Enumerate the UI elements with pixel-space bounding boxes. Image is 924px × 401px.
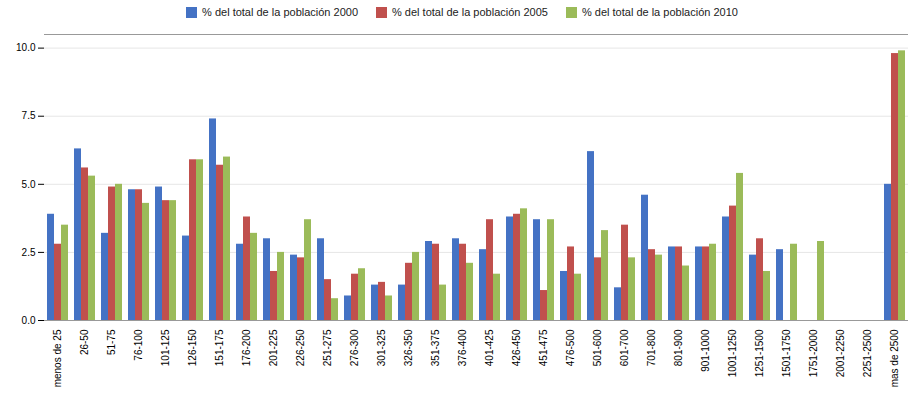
svg-text:2001-2250: 2001-2250	[835, 329, 846, 377]
svg-text:7.5: 7.5	[22, 110, 36, 121]
svg-text:501-600: 501-600	[592, 329, 603, 366]
svg-text:801-900: 801-900	[673, 329, 684, 366]
svg-text:2251-2500: 2251-2500	[862, 329, 873, 377]
svg-text:mas de 2500: mas de 2500	[889, 329, 900, 387]
svg-text:226-250: 226-250	[295, 329, 306, 366]
svg-text:5.0: 5.0	[22, 179, 36, 190]
svg-text:76-100: 76-100	[133, 329, 144, 361]
svg-text:menos de 25: menos de 25	[52, 329, 63, 387]
svg-text:251-275: 251-275	[322, 329, 333, 366]
svg-text:2.5: 2.5	[22, 247, 36, 258]
svg-text:51-75: 51-75	[106, 329, 117, 355]
svg-text:301-325: 301-325	[376, 329, 387, 366]
svg-text:901-1000: 901-1000	[700, 329, 711, 372]
svg-text:351-375: 351-375	[430, 329, 441, 366]
svg-text:401-425: 401-425	[484, 329, 495, 366]
svg-text:101-125: 101-125	[160, 329, 171, 366]
svg-text:451-475: 451-475	[538, 329, 549, 366]
html-text:% del total de la población 20: % del total de la población 2000	[202, 6, 358, 18]
svg-text:601-700: 601-700	[619, 329, 630, 366]
svg-text:1001-1250: 1001-1250	[727, 329, 738, 377]
svg-text:426-450: 426-450	[511, 329, 522, 366]
svg-text:326-350: 326-350	[403, 329, 414, 366]
svg-text:201-225: 201-225	[268, 329, 279, 366]
svg-text:276-300: 276-300	[349, 329, 360, 366]
svg-text:176-200: 176-200	[241, 329, 252, 366]
svg-text:701-800: 701-800	[646, 329, 657, 366]
svg-text:1501-1750: 1501-1750	[781, 329, 792, 377]
svg-text:0.0: 0.0	[22, 315, 36, 326]
html-text:% del total de la población 20: % del total de la población 2010	[582, 6, 738, 18]
svg-text:10.0: 10.0	[16, 42, 36, 53]
svg-text:1751-2000: 1751-2000	[808, 329, 819, 377]
svg-text:151-175: 151-175	[214, 329, 225, 366]
html-text:% del total de la población 20: % del total de la población 2005	[392, 6, 548, 18]
svg-text:26-50: 26-50	[79, 329, 90, 355]
svg-text:126-150: 126-150	[187, 329, 198, 366]
svg-text:1251-1500: 1251-1500	[754, 329, 765, 377]
svg-text:476-500: 476-500	[565, 329, 576, 366]
svg-text:376-400: 376-400	[457, 329, 468, 366]
